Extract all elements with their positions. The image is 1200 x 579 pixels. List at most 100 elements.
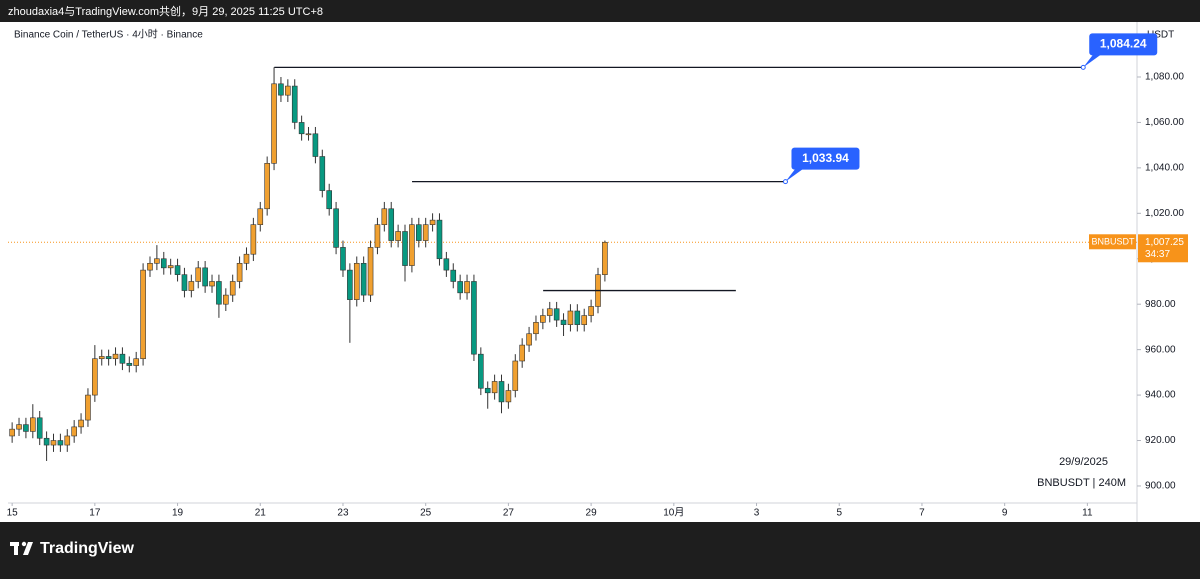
- candle-body: [85, 394, 91, 421]
- candle-body: [71, 426, 77, 437]
- x-tick-label: 19: [172, 508, 184, 519]
- candle-body: [160, 258, 167, 269]
- candle-body: [574, 310, 581, 325]
- candle-body: [216, 281, 222, 305]
- candle-body: [92, 358, 98, 396]
- x-tick-label: 10月: [663, 507, 684, 519]
- candle-body: [409, 224, 415, 266]
- candle-body: [546, 308, 553, 316]
- candle-body: [457, 281, 463, 294]
- candle-body: [340, 247, 346, 271]
- x-tick-label: 25: [420, 508, 432, 519]
- candle-body: [188, 281, 195, 291]
- candle-body: [229, 281, 236, 296]
- candle-body: [312, 133, 319, 157]
- candle-body: [388, 208, 395, 241]
- candle-body: [78, 419, 84, 428]
- candle-body: [9, 428, 15, 437]
- candle-body: [471, 281, 477, 355]
- candle-body: [50, 440, 57, 446]
- y-tick-label: 1,040.00: [1145, 163, 1184, 174]
- x-tick-label: 21: [255, 508, 267, 519]
- candle-body: [243, 253, 250, 264]
- candle-body: [57, 440, 64, 446]
- candle-body: [43, 437, 50, 446]
- x-tick-label: 15: [7, 508, 19, 519]
- candle-body: [581, 315, 588, 325]
- candle-body: [126, 362, 133, 366]
- candle-body: [381, 208, 388, 225]
- logo-part: [14, 542, 18, 555]
- x-tick-label: 29: [586, 508, 598, 519]
- y-tick-label: 960.00: [1145, 344, 1176, 355]
- candle-body: [174, 265, 181, 275]
- candle-body: [147, 262, 153, 271]
- date-note: 29/9/2025: [1059, 456, 1108, 468]
- caption: zhoudaxia4与TradingView.com共创，9月 29, 2025…: [8, 5, 323, 18]
- y-tick-label: 900.00: [1145, 481, 1176, 492]
- x-tick-label: 27: [503, 508, 515, 519]
- candle-body: [347, 269, 353, 300]
- candle-body: [402, 231, 408, 266]
- candle-body: [374, 224, 381, 248]
- candle-body: [64, 435, 71, 446]
- y-tick-label: 1,060.00: [1145, 117, 1184, 128]
- candle-body: [498, 381, 505, 403]
- candle-body: [285, 85, 291, 96]
- candle-body: [30, 417, 36, 432]
- brand: TradingView: [40, 540, 135, 557]
- symbol-box: [1089, 234, 1136, 250]
- candle-body: [484, 387, 491, 394]
- candle-body: [154, 258, 160, 264]
- y-tick-label: 980.00: [1145, 299, 1176, 310]
- chart-title: Binance Coin / TetherUS · 4小时 · Binance: [14, 29, 203, 41]
- last-price-box: [1138, 234, 1188, 263]
- candle-body: [436, 219, 443, 260]
- candle-body: [16, 424, 22, 430]
- x-tick-label: 17: [89, 508, 101, 519]
- candle-body: [195, 267, 202, 282]
- candle-body: [305, 133, 312, 136]
- y-tick-label: 1,020.00: [1145, 208, 1184, 219]
- candle-body: [209, 281, 215, 287]
- candle-body: [119, 353, 126, 364]
- symbol-label: BNBUSDT: [1091, 237, 1135, 247]
- y-tick-label: 940.00: [1145, 390, 1176, 401]
- y-axis-unit: USDT: [1147, 30, 1174, 41]
- candle-body: [98, 356, 105, 360]
- candle-body: [512, 360, 519, 391]
- candle-body: [298, 122, 305, 135]
- logo-part: [23, 542, 33, 555]
- candle-body: [367, 247, 374, 296]
- candle-body: [491, 381, 498, 394]
- level-anchor: [1080, 64, 1086, 70]
- candle-body: [602, 241, 608, 275]
- x-tick-label: 9: [1002, 508, 1008, 519]
- y-tick-label: 920.00: [1145, 435, 1176, 446]
- candle-body: [236, 262, 243, 282]
- candle-body: [450, 269, 457, 282]
- top-bar: [0, 0, 1200, 22]
- candle-body: [540, 315, 546, 323]
- candle-body: [271, 83, 277, 164]
- candle-body: [133, 358, 140, 366]
- candle-body: [112, 353, 119, 360]
- candle-body: [333, 208, 339, 248]
- level-label-pointer: [785, 168, 804, 182]
- candle-body: [250, 224, 257, 255]
- candle-body: [395, 231, 401, 241]
- candle-body: [167, 265, 174, 269]
- y-tick-label: 1,080.00: [1145, 72, 1184, 83]
- level-label-box: [791, 147, 860, 170]
- level-label-pointer: [1083, 54, 1102, 68]
- candle-body: [422, 224, 429, 241]
- last-price-countdown: 34:37: [1145, 249, 1170, 260]
- candle-body: [23, 424, 29, 432]
- candle-body: [429, 219, 436, 225]
- candle-body: [526, 333, 532, 346]
- candle-body: [319, 156, 326, 191]
- candle-body: [278, 83, 284, 96]
- candle-body: [264, 163, 270, 210]
